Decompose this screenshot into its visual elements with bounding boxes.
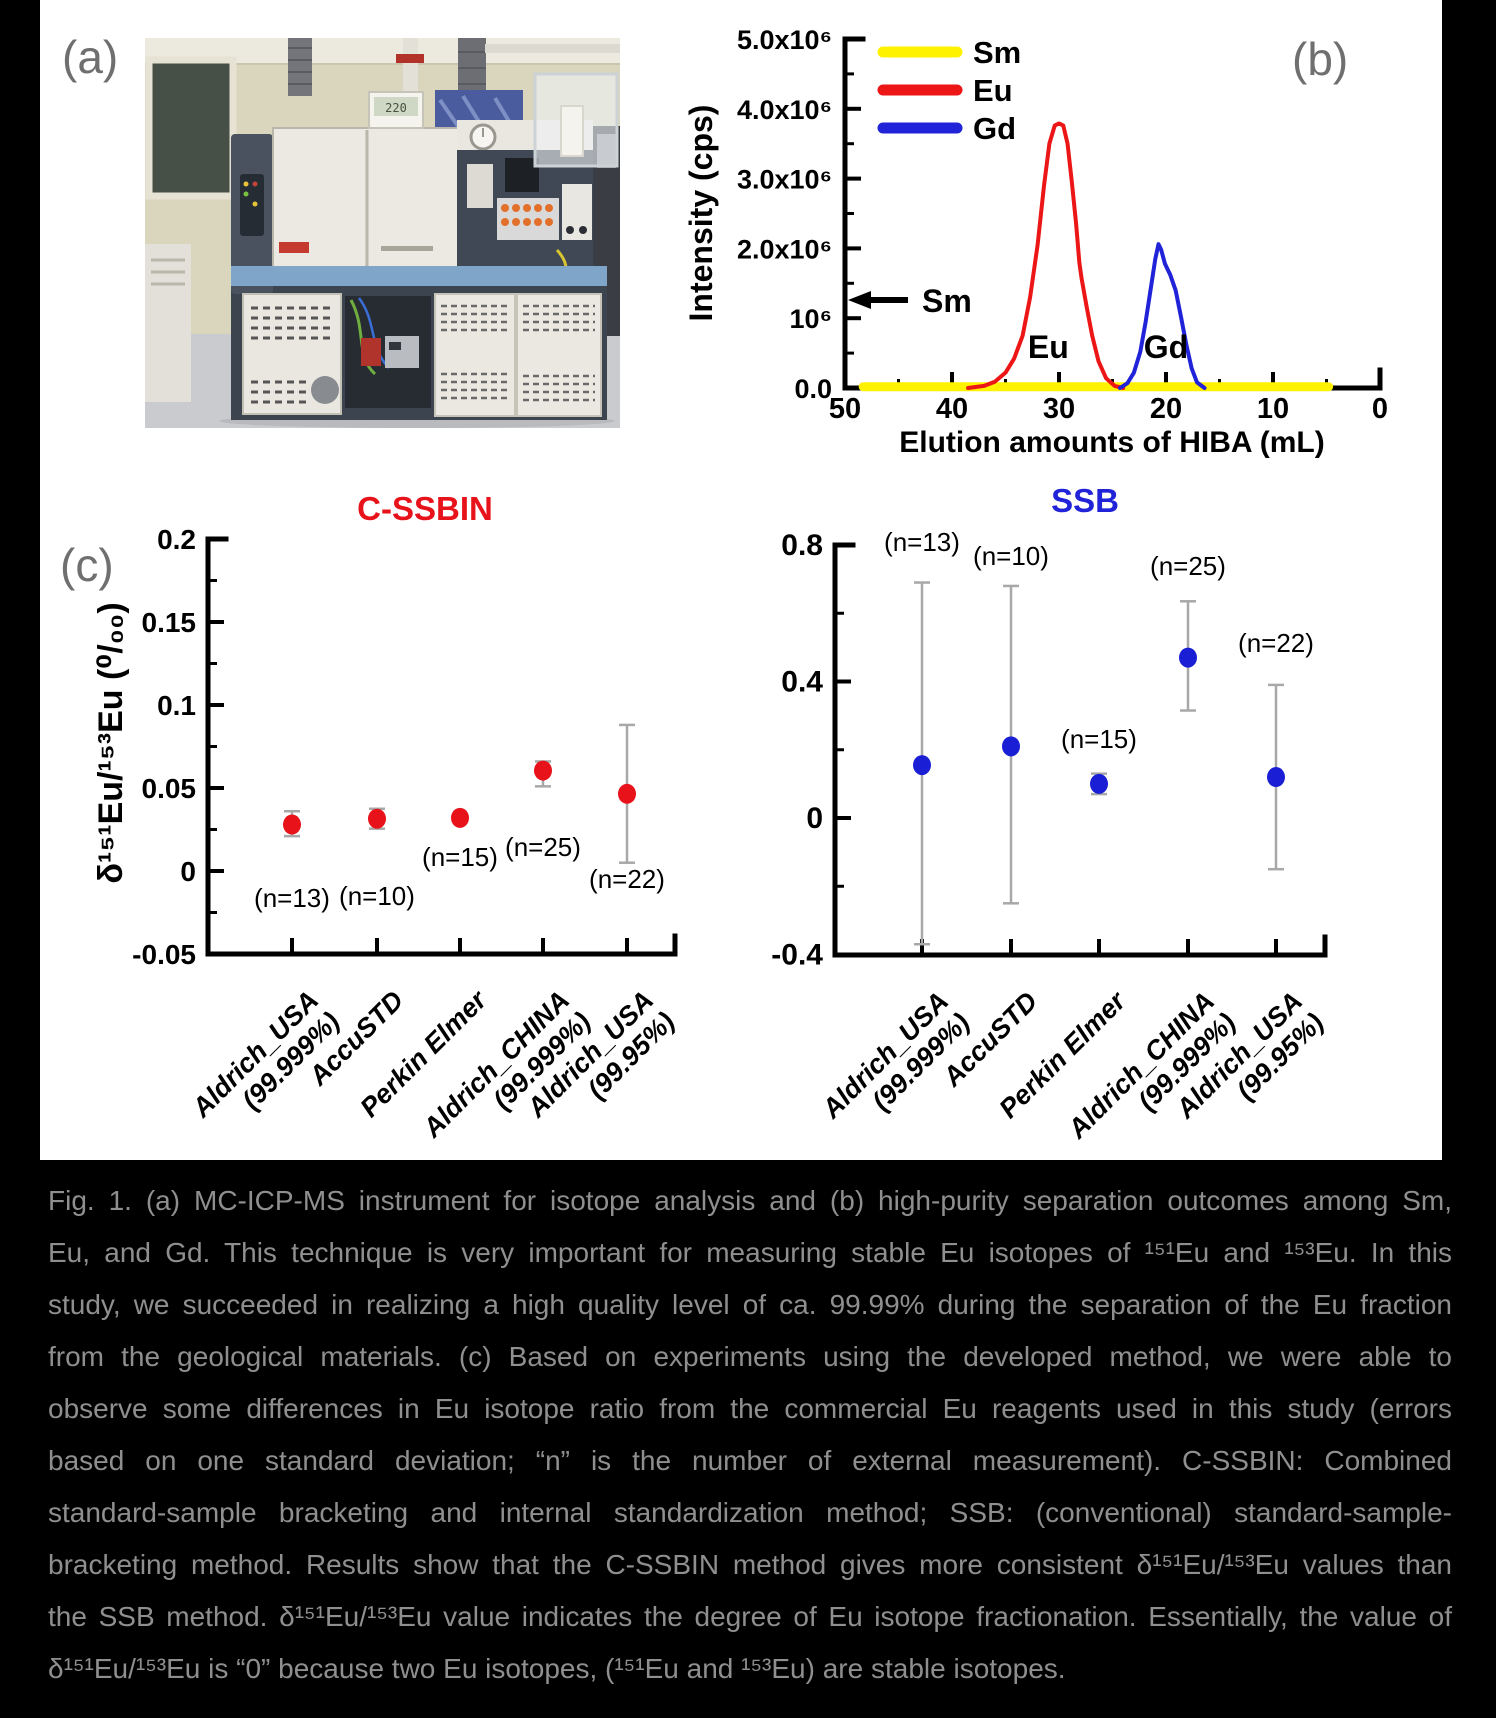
data-point [1090,773,1108,794]
y-axis-title: δ¹⁵¹Eu/¹⁵³Eu (⁰/₀₀) [92,602,130,883]
n-count-label: (n=15) [422,842,498,872]
x-tick-label: 40 [936,393,968,425]
data-point [1179,647,1197,668]
n-count-label: (n=22) [1238,628,1314,658]
photo-lcd-display: 220 [368,91,424,129]
y-tick-label: 0.2 [157,524,196,555]
caption-line: from the geological materials. (c) Based… [48,1341,1452,1372]
y-tick-label: 0.4 [781,666,823,699]
cssbin-chart: 0.20.150.10.050-0.05(n=13) (n=10)(n=15) (n… [92,490,680,1144]
y-tick-label: 0.0 [794,374,832,404]
x-tick-label: 0 [1372,393,1388,425]
y-tick-label: 3.0x10⁶ [737,165,832,195]
axes [842,36,1383,391]
n-count-label: (n=13) [254,883,330,913]
elution-chart: 0.0 10⁶ 2.0x10⁶ 3.0x10⁶ 4.0x10⁶ 5.0x10⁶ 50 40 30… [683,25,1388,459]
n-count-label: (n=10) [973,541,1049,571]
legend-label: Gd [973,111,1016,146]
x-tick-label: 20 [1150,393,1182,425]
caption-line: standard-sample bracketing and internal … [48,1497,1452,1528]
series-Gd [1117,242,1207,390]
chart-title: SSB [1051,482,1119,519]
ssb-chart: 0.8 0.4 0 -0.4 (n=13) (n=10) (n=15) (n=25) (n=22… [771,482,1329,1145]
y-tick-label: -0.05 [132,939,196,970]
caption-line: δ¹⁵¹Eu/¹⁵³Eu is “0” because two Eu isoto… [48,1653,1066,1684]
caption-line: Fig. 1. (a) MC-ICP-MS instrument for iso… [48,1185,1452,1216]
y-tick-label: 0.1 [157,690,196,721]
legend-label: Sm [973,35,1021,70]
x-tick-label: 30 [1043,393,1075,425]
figure-caption: Fig. 1. (a) MC-ICP-MS instrument for iso… [48,1186,1452,1706]
n-count-label: (n=10) [339,881,415,911]
caption-line: bracketing method. Results show that the… [48,1549,1452,1580]
annotation-label: Sm [922,283,972,319]
y-tick-label: 0 [180,856,196,887]
panel-b-label: (b) [1292,33,1349,85]
x-tick-label: 10 [1257,393,1289,425]
axes [205,536,678,957]
figure-panel: (a) (b) (c) [40,0,1442,1160]
axes [832,542,1328,958]
caption-line: the SSB method. δ¹⁵¹Eu/¹⁵³Eu value indic… [48,1601,1452,1632]
data-point [913,755,931,776]
y-axis-title: Intensity (cps) [683,105,719,322]
legend-label: Eu [973,73,1013,108]
annotation-label: Eu [1028,329,1069,365]
caption-line: observe some differences in Eu isotope r… [48,1393,1452,1424]
data-point [283,814,301,835]
photo-window [145,56,237,200]
n-count-label: (n=15) [1061,724,1137,754]
series-Eu [966,121,1126,390]
data-point [368,808,386,829]
photo-instrument: 220 [231,72,619,420]
n-count-label: (n=22) [589,864,665,894]
photo-left-cabinet [145,244,191,402]
x-axis-title: Elution amounts of HIBA (mL) [899,426,1325,459]
caption-line: study, we succeeded in realizing a high … [48,1289,1452,1320]
chart-title: C-SSBIN [357,490,493,527]
photo-lcd-text: 220 [385,101,407,115]
figure-graphics: 220 [92,25,1388,1145]
caption-line: Eu, and Gd. This technique is very impor… [48,1237,1452,1268]
n-count-label: (n=25) [505,832,581,862]
panel-c-label: (c) [60,539,114,591]
y-tick-label: 0.8 [781,529,823,562]
y-tick-label: 0 [806,802,823,835]
y-tick-label: 5.0x10⁶ [737,25,832,55]
y-tick-label: 0.05 [142,773,197,804]
x-tick-label: 50 [829,393,861,425]
data-point [618,783,636,804]
data-point [451,807,469,828]
data-point [534,760,552,781]
data-point [1002,736,1020,757]
caption-line: based on one standard deviation; “n” is … [48,1445,1452,1476]
data-point [1267,767,1285,788]
n-count-label: (n=13) [884,527,960,557]
y-tick-label: 0.15 [142,607,197,638]
y-tick-label: 2.0x10⁶ [737,234,832,264]
y-tick-label: 10⁶ [790,304,832,334]
n-count-label: (n=25) [1150,551,1226,581]
sm-arrow-icon [848,291,871,310]
y-tick-label: 4.0x10⁶ [737,95,832,125]
instrument-photo: 220 [145,38,620,428]
annotation-label: Gd [1144,329,1188,365]
panel-a-label: (a) [62,31,119,83]
y-tick-label: -0.4 [771,939,823,972]
